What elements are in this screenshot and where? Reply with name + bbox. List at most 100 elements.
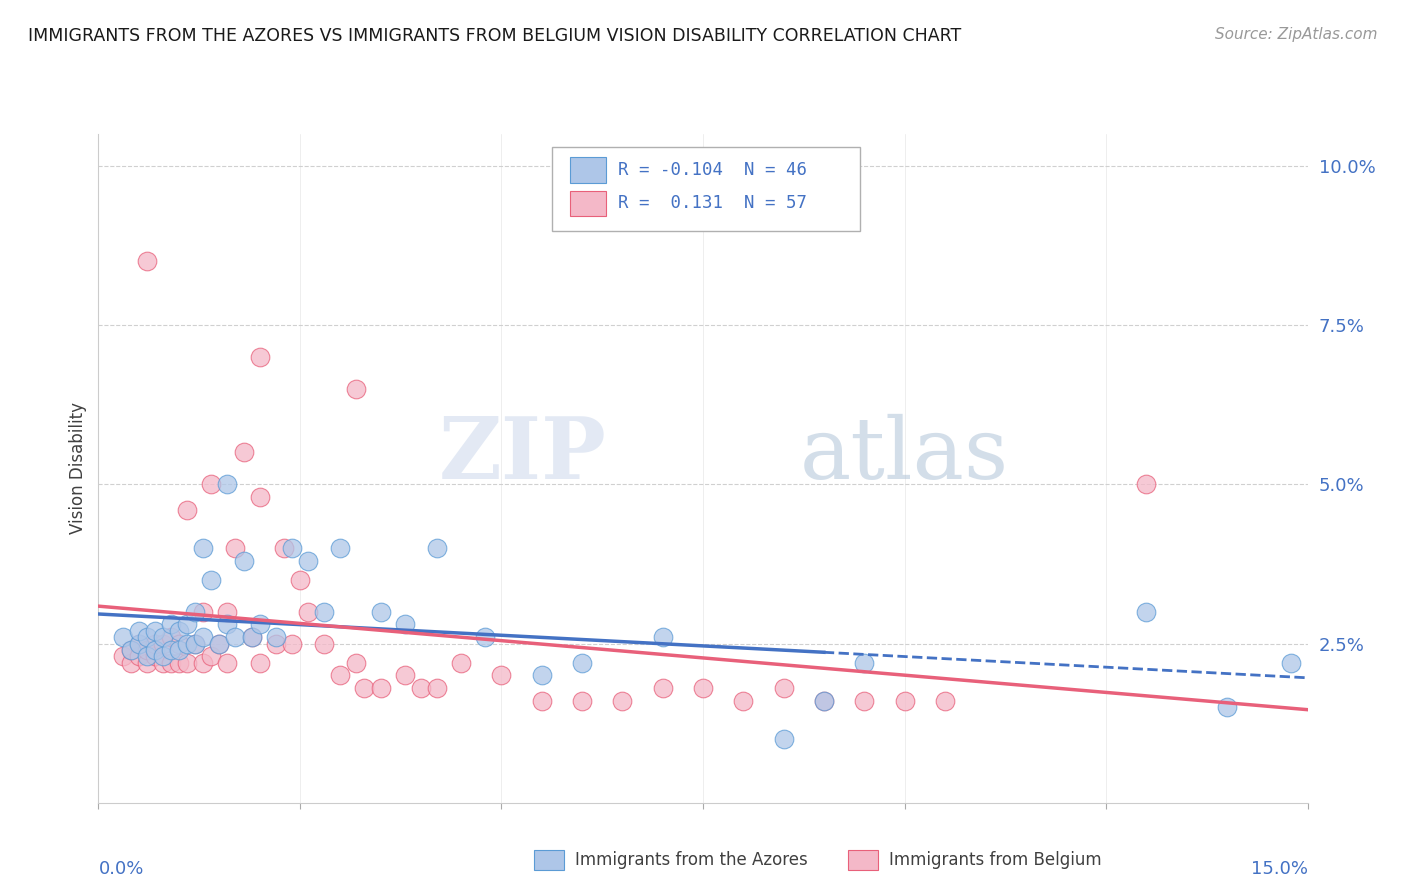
Point [426,681,449,695]
Point [111,649,134,664]
Point [530,668,553,682]
Point [217,477,239,491]
Text: R = -0.104  N = 46: R = -0.104 N = 46 [619,161,807,179]
Point [184,605,207,619]
FancyBboxPatch shape [569,157,606,183]
Point [160,617,183,632]
Y-axis label: Vision Disability: Vision Disability [69,402,87,534]
Point [353,681,375,695]
Point [208,636,231,650]
Point [394,668,416,682]
Point [193,605,215,619]
Point [426,541,449,555]
Point [474,630,496,644]
Point [193,630,215,644]
Point [152,656,174,670]
Point [370,605,392,619]
Point [128,636,150,650]
Point [167,624,190,638]
Point [143,636,166,650]
Point [184,636,207,650]
Point [160,630,183,644]
Point [167,643,190,657]
Point [128,624,150,638]
Point [208,636,231,650]
Point [249,350,271,364]
Point [530,694,553,708]
Point [160,643,183,657]
Point [571,694,593,708]
Text: R =  0.131  N = 57: R = 0.131 N = 57 [619,194,807,212]
Point [692,681,714,695]
Point [733,694,755,708]
FancyBboxPatch shape [534,849,564,870]
Point [297,605,319,619]
Point [1216,700,1239,714]
Point [200,649,222,664]
FancyBboxPatch shape [569,191,606,216]
Point [176,656,198,670]
Point [651,681,673,695]
Point [450,656,472,670]
Point [120,643,142,657]
Text: Immigrants from the Azores: Immigrants from the Azores [575,851,807,869]
Point [314,636,336,650]
Point [217,605,239,619]
Point [571,656,593,670]
Text: 15.0%: 15.0% [1250,860,1308,878]
Point [934,694,956,708]
Point [193,541,215,555]
Point [152,636,174,650]
Point [200,477,222,491]
Point [813,694,835,708]
Point [281,636,304,650]
FancyBboxPatch shape [848,849,879,870]
Point [217,617,239,632]
Point [772,732,794,747]
Point [813,694,835,708]
Point [612,694,634,708]
Point [217,656,239,670]
Text: atlas: atlas [800,413,1010,497]
Text: Immigrants from Belgium: Immigrants from Belgium [889,851,1102,869]
Point [232,445,254,459]
Point [264,630,287,644]
Point [1281,656,1303,670]
Point [344,656,367,670]
Point [193,656,215,670]
Point [167,656,190,670]
Point [249,656,271,670]
Point [240,630,263,644]
Point [152,630,174,644]
Point [853,694,876,708]
Point [128,649,150,664]
Point [240,630,263,644]
Point [128,636,150,650]
Point [370,681,392,695]
Point [297,554,319,568]
Point [249,490,271,504]
Text: Source: ZipAtlas.com: Source: ZipAtlas.com [1215,27,1378,42]
Point [200,573,222,587]
Point [344,382,367,396]
Point [1135,605,1157,619]
Point [232,554,254,568]
Point [152,649,174,664]
Point [111,630,134,644]
Point [143,643,166,657]
Point [288,573,311,587]
Text: ZIP: ZIP [439,413,606,497]
Point [224,630,246,644]
Point [135,649,157,664]
Point [273,541,295,555]
Point [160,656,183,670]
Point [314,605,336,619]
Text: IMMIGRANTS FROM THE AZORES VS IMMIGRANTS FROM BELGIUM VISION DISABILITY CORRELAT: IMMIGRANTS FROM THE AZORES VS IMMIGRANTS… [28,27,962,45]
Point [409,681,432,695]
Point [249,617,271,632]
Point [167,636,190,650]
Point [135,630,157,644]
Point [264,636,287,650]
Point [184,636,207,650]
Point [135,643,157,657]
